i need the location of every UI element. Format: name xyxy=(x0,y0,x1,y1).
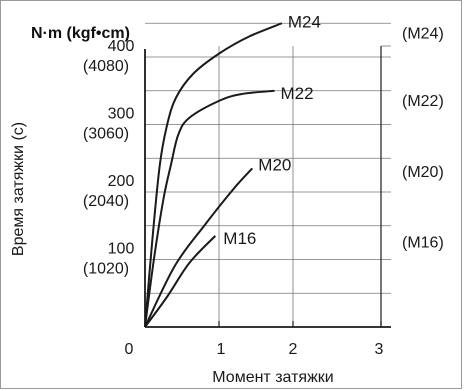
right-labels: (M24) (M22) (M20) (M16) xyxy=(402,25,444,251)
series-line-m22 xyxy=(144,89,275,328)
x-tick-label: 2 xyxy=(289,341,298,358)
y-tick-label: 200 xyxy=(108,173,135,190)
y-tick-label: 100 xyxy=(108,241,135,258)
y-tick-sublabel: (2040) xyxy=(83,193,129,210)
y-axis-title: Время затяжки (c) xyxy=(10,122,27,256)
x-tick-labels: 0 1 2 3 xyxy=(125,341,384,358)
series-label-m24: M24 xyxy=(288,12,321,31)
unit-label: N·m (kgf•cm) xyxy=(31,25,130,42)
series-lines: M24 M22 M20 M16 xyxy=(144,12,321,328)
series-line-m16 xyxy=(144,235,217,328)
right-series-label: (M22) xyxy=(402,93,444,110)
right-series-label: (M16) xyxy=(402,235,444,252)
axes xyxy=(144,45,391,328)
right-series-label: (M24) xyxy=(402,25,444,42)
x-tick-label: 3 xyxy=(375,341,384,358)
y-tick-label: 300 xyxy=(108,106,135,123)
y-tick-sublabel: (1020) xyxy=(83,261,129,278)
series-label-m16: M16 xyxy=(223,229,256,248)
right-series-label: (M20) xyxy=(402,164,444,181)
grid xyxy=(145,22,391,327)
x-tick-label: 0 xyxy=(125,341,134,358)
y-tick-label: 400 xyxy=(108,38,135,55)
series-label-m22: M22 xyxy=(281,84,314,103)
x-tick-label: 1 xyxy=(217,341,226,358)
series-line-m24 xyxy=(144,22,283,328)
series-label-m20: M20 xyxy=(258,155,291,174)
x-axis-title: Момент затяжки xyxy=(212,369,333,386)
y-tick-labels: 100 (1020) 200 (2040) 300 (3060) 400 (4080) xyxy=(83,38,135,278)
y-tick-sublabel: (3060) xyxy=(83,126,129,143)
series-line-m20 xyxy=(144,167,254,328)
y-tick-sublabel: (4080) xyxy=(83,58,129,75)
